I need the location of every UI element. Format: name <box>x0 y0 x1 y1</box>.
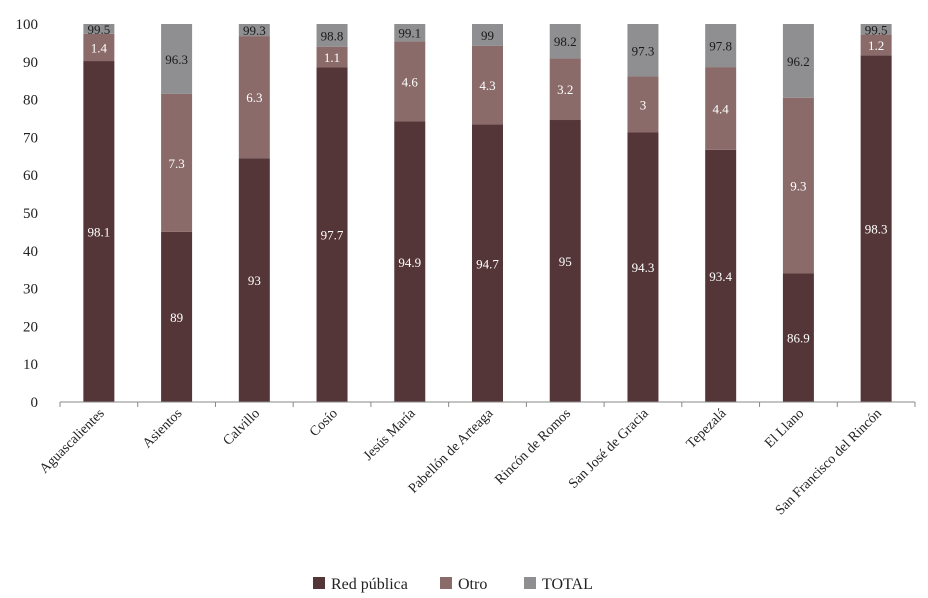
bar-segment-total <box>238 24 270 37</box>
data-label: 97.7 <box>321 228 344 243</box>
data-label: 99.1 <box>398 26 421 41</box>
data-label: 97.8 <box>709 39 732 54</box>
bar-segment-otro <box>472 45 503 125</box>
bar-segment-red-p-blica <box>472 124 503 402</box>
data-label: 93 <box>248 273 261 288</box>
y-tick-label: 30 <box>23 282 38 298</box>
x-category-label: Asientos <box>140 406 185 451</box>
bar-segment-otro <box>705 67 737 150</box>
data-label: 98.1 <box>87 225 110 240</box>
data-label: 95 <box>559 254 572 269</box>
y-tick-label: 100 <box>16 17 39 33</box>
data-label: 98.8 <box>321 28 344 43</box>
bar-segment-red-p-blica <box>83 61 115 402</box>
y-tick-label: 80 <box>23 93 38 109</box>
legend-label: Red pública <box>331 576 408 593</box>
bar-segment-red-p-blica <box>627 132 659 402</box>
data-label: 1.4 <box>91 40 108 55</box>
data-label: 97.3 <box>632 43 655 58</box>
bar-segment-otro <box>860 34 892 56</box>
x-axis: Aguascalientes Asientos Calvillo Cosío Jesús… <box>37 401 916 518</box>
legend: Red pública Otro TOTAL <box>313 576 593 593</box>
data-label: 96.2 <box>787 54 810 69</box>
legend-label: Otro <box>458 576 487 593</box>
y-tick-label: 40 <box>23 244 38 260</box>
x-category-label: El Llano <box>762 406 807 451</box>
legend-label: TOTAL <box>542 576 593 593</box>
data-label: 99.5 <box>87 22 110 37</box>
bar-segment-red-p-blica <box>238 158 270 402</box>
bar-segment-red-p-blica <box>316 67 348 402</box>
x-category-label: Rincón de Romos <box>492 406 574 488</box>
x-category-label: Calvillo <box>221 406 264 449</box>
bar-segment-total <box>472 24 503 46</box>
data-label: 4.3 <box>479 78 495 93</box>
y-tick-label: 60 <box>23 168 38 184</box>
data-label: 99.3 <box>243 23 266 38</box>
legend-swatch <box>440 577 452 589</box>
bar-segment-total <box>83 24 115 34</box>
bar-segment-total <box>316 24 348 47</box>
bar-segment-otro <box>83 33 115 62</box>
bar-segment-otro <box>161 93 193 232</box>
data-label: 99.5 <box>865 22 888 37</box>
bar-segment-otro <box>627 76 659 133</box>
data-label: 94.3 <box>632 260 655 275</box>
bar-segment-otro <box>238 36 270 159</box>
data-label: 1.2 <box>868 38 884 53</box>
data-label: 94.9 <box>398 255 421 270</box>
y-tick-label: 0 <box>31 395 39 411</box>
bar-segment-total <box>705 24 737 68</box>
data-label: 7.3 <box>168 156 184 171</box>
bar-segment-red-p-blica <box>394 121 426 403</box>
x-category-label: Aguascalientes <box>37 406 108 477</box>
bar-segment-otro <box>394 41 426 122</box>
data-label: 1.1 <box>324 50 340 65</box>
bar-segment-total <box>549 24 581 59</box>
bar-segment-red-p-blica <box>860 55 892 403</box>
data-label: 4.4 <box>713 101 730 116</box>
data-label: 89 <box>170 310 183 325</box>
data-label: 3.2 <box>557 82 573 97</box>
bar-segment-red-p-blica <box>782 273 814 402</box>
y-tick-label: 90 <box>23 55 38 71</box>
data-label: 3 <box>640 98 647 113</box>
legend-swatch <box>524 577 536 589</box>
bar-segment-red-p-blica <box>161 231 193 402</box>
data-label: 86.9 <box>787 331 810 346</box>
x-category-label: Pabellón de Arteaga <box>406 406 497 497</box>
bar-segment-total <box>627 24 659 77</box>
bar-segment-otro <box>316 46 348 68</box>
data-label: 94.7 <box>476 256 499 271</box>
bar-segment-total <box>161 24 193 94</box>
bars: 98.1 1.4 99.5 89 7.3 96.3 93 6.3 99.3 97.7 1.1 98.8… <box>83 22 892 403</box>
data-label: 98.3 <box>865 222 888 237</box>
x-category-label: Tepezalá <box>684 406 730 452</box>
data-label: 96.3 <box>165 52 188 67</box>
bar-segment-total <box>860 24 892 35</box>
data-label: 99 <box>481 28 494 43</box>
bar-segment-otro <box>549 58 581 121</box>
bar-segment-otro <box>782 97 814 274</box>
data-label: 4.6 <box>402 74 419 89</box>
x-category-label: San José de Gracia <box>566 406 652 492</box>
bar-segment-total <box>782 24 814 98</box>
y-tick-label: 10 <box>23 357 38 373</box>
y-tick-label: 70 <box>23 130 38 146</box>
data-label: 6.3 <box>246 90 262 105</box>
x-category-label: Jesús María <box>361 406 419 464</box>
data-label: 93.4 <box>709 269 732 284</box>
bar-segment-red-p-blica <box>705 149 737 402</box>
y-axis: 0 10 20 30 40 50 60 70 80 90 100 <box>16 17 39 411</box>
bar-segment-red-p-blica <box>549 120 581 403</box>
bar-segment-total <box>394 24 426 42</box>
data-label: 98.2 <box>554 34 577 49</box>
y-tick-label: 20 <box>23 319 38 335</box>
data-label: 9.3 <box>790 179 806 194</box>
y-tick-label: 50 <box>23 206 38 222</box>
x-category-label: Cosío <box>307 406 341 440</box>
legend-swatch <box>313 577 325 589</box>
